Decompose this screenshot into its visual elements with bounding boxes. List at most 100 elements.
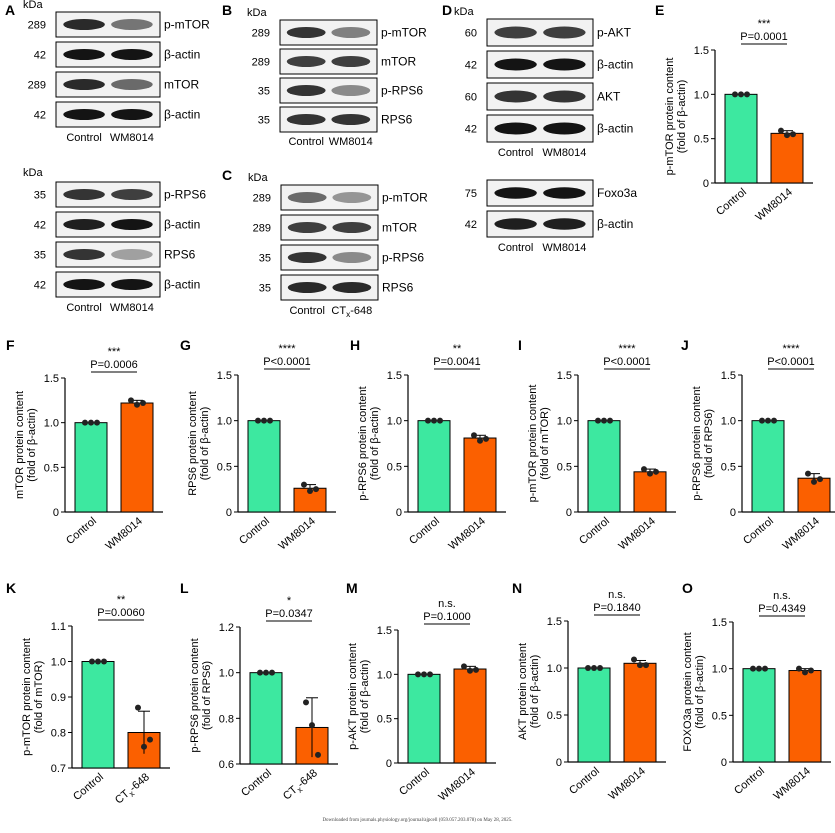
data-point <box>147 736 153 743</box>
protein-band <box>286 114 326 125</box>
x-category-label: WM8014 <box>753 186 794 223</box>
bar <box>623 662 657 763</box>
kda-header: kDa <box>247 7 267 19</box>
lane-label: Control <box>66 132 101 144</box>
kda-marker: 42 <box>465 124 477 136</box>
data-point <box>597 665 603 671</box>
y-tick-label: 1.0 <box>547 663 562 675</box>
protein-band <box>494 58 537 71</box>
y-tick-label: 0.8 <box>51 728 66 740</box>
protein-band <box>543 26 586 39</box>
y-tick-label: 0 <box>386 758 392 770</box>
data-point <box>653 468 659 475</box>
y-axis-title: p-mTOR protein content <box>21 638 33 756</box>
significance-stars: ** <box>453 343 462 355</box>
kda-marker: 289 <box>28 20 46 32</box>
y-tick-label: 1.5 <box>712 617 727 629</box>
band-label: AKT <box>597 90 621 104</box>
bar-chart: H 0 0.5 1.0 1.5 p-RPS6 protein content (fold o… <box>350 337 506 553</box>
panel-label: I <box>518 337 522 353</box>
band-label: mTOR <box>381 55 416 69</box>
p-value: P=0.4349 <box>758 603 805 615</box>
x-category-label: CTx-648 <box>113 771 153 808</box>
data-point <box>140 400 146 407</box>
y-tick-label: 1.0 <box>721 416 736 428</box>
data-point <box>601 417 607 424</box>
y-tick-label: 1.0 <box>387 416 402 428</box>
p-value: P=0.0347 <box>265 608 312 620</box>
bar <box>587 420 621 513</box>
kda-marker: 42 <box>465 219 477 231</box>
bar <box>463 437 497 513</box>
y-tick-label: 1.0 <box>219 668 234 680</box>
protein-band <box>331 27 371 38</box>
protein-band <box>287 252 327 263</box>
kda-marker: 289 <box>253 193 271 205</box>
y-axis-title: p-AKT protein content <box>347 643 359 750</box>
data-point <box>732 91 738 98</box>
bar-chart: N 0 0.5 1.0 1.5 AKT protein content (fold of β… <box>512 580 666 803</box>
protein-band <box>63 79 105 90</box>
protein-band <box>286 85 326 96</box>
protein-band <box>331 56 371 67</box>
band-label: p-mTOR <box>381 26 427 40</box>
protein-band <box>63 109 105 120</box>
panel-label: O <box>682 580 693 596</box>
y-tick-label: 0.5 <box>557 461 572 473</box>
y-tick-label: 1.5 <box>387 370 402 382</box>
y-tick-label: 1.5 <box>44 373 59 385</box>
data-point <box>637 662 643 669</box>
y-axis-title: p-RPS6 protein content <box>189 638 201 752</box>
y-tick-label: 1.0 <box>557 416 572 428</box>
data-point <box>267 417 273 424</box>
protein-band <box>494 90 537 103</box>
band-label: p-mTOR <box>382 191 428 205</box>
data-point <box>257 669 263 676</box>
y-tick-label: 1.1 <box>51 621 66 633</box>
bar <box>788 670 822 763</box>
lane-label: WM8014 <box>110 302 154 314</box>
x-category-label: WM8014 <box>103 515 144 552</box>
y-axis-title: AKT protein content <box>517 643 529 740</box>
kda-marker: 35 <box>34 250 46 262</box>
panel-label: K <box>6 580 16 596</box>
x-category-label: Control <box>237 515 272 547</box>
data-point <box>591 665 597 671</box>
data-point <box>631 656 637 663</box>
y-tick-label: 0.5 <box>721 461 736 473</box>
band-label: RPS6 <box>381 113 413 127</box>
significance-stars: * <box>287 595 292 607</box>
y-tick-label: 0 <box>703 178 709 190</box>
protein-band <box>286 56 326 67</box>
kda-marker: 42 <box>34 110 46 122</box>
band-label: β-actin <box>597 122 633 136</box>
bar <box>247 420 281 513</box>
y-axis-title: FOXO3a protein content <box>682 632 694 751</box>
bar-chart: G 0 0.5 1.0 1.5 RPS6 protein content (fold of … <box>180 337 336 553</box>
band-label: β-actin <box>164 48 200 62</box>
x-category-label: CTx-648 <box>281 767 321 804</box>
kda-marker: 42 <box>34 280 46 292</box>
bar <box>120 402 154 513</box>
protein-band <box>286 27 326 38</box>
data-point <box>595 417 601 424</box>
y-tick-label: 1.5 <box>721 370 736 382</box>
data-point <box>641 466 647 473</box>
significance-stars: n.s. <box>438 598 456 610</box>
significance-stars: **** <box>782 343 800 355</box>
band-label: p-RPS6 <box>164 188 206 202</box>
y-axis-title: mTOR protein content <box>14 391 26 499</box>
protein-band <box>63 249 105 260</box>
bar <box>633 471 667 513</box>
protein-band <box>111 219 153 230</box>
panel-label: M <box>346 580 358 596</box>
bar <box>724 93 758 184</box>
y-axis-subtitle: (fold of β-actin) <box>529 655 541 729</box>
protein-band <box>111 79 153 90</box>
data-point <box>89 658 95 665</box>
data-point <box>744 91 750 98</box>
data-point <box>784 132 790 139</box>
data-point <box>95 658 101 665</box>
p-value: P<0.0001 <box>767 356 814 368</box>
